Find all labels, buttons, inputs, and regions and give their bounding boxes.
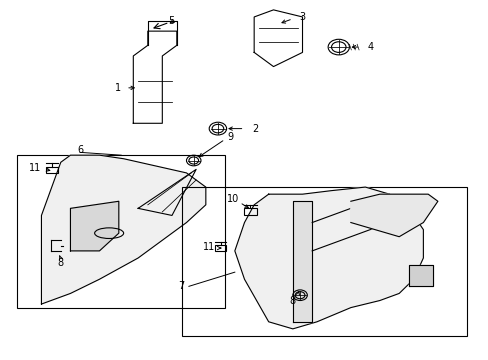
Text: 5: 5 xyxy=(168,15,174,26)
Polygon shape xyxy=(41,155,205,304)
Text: 11: 11 xyxy=(203,242,215,252)
Text: 11: 11 xyxy=(29,163,41,172)
Text: 6: 6 xyxy=(77,145,83,155)
Polygon shape xyxy=(408,265,432,286)
Text: 2: 2 xyxy=(251,123,258,134)
Text: 9: 9 xyxy=(227,132,233,143)
Text: 7: 7 xyxy=(178,281,183,291)
Polygon shape xyxy=(234,187,423,329)
Text: 1: 1 xyxy=(115,83,121,93)
Text: 8: 8 xyxy=(58,258,64,268)
Polygon shape xyxy=(350,194,437,237)
Polygon shape xyxy=(70,201,119,251)
Text: 4: 4 xyxy=(367,42,373,52)
Bar xyxy=(244,208,256,215)
Text: 10: 10 xyxy=(227,194,239,204)
Text: 3: 3 xyxy=(299,12,305,22)
Text: 8: 8 xyxy=(289,296,295,306)
Polygon shape xyxy=(292,201,311,322)
Bar xyxy=(46,167,58,173)
Bar xyxy=(215,245,225,251)
